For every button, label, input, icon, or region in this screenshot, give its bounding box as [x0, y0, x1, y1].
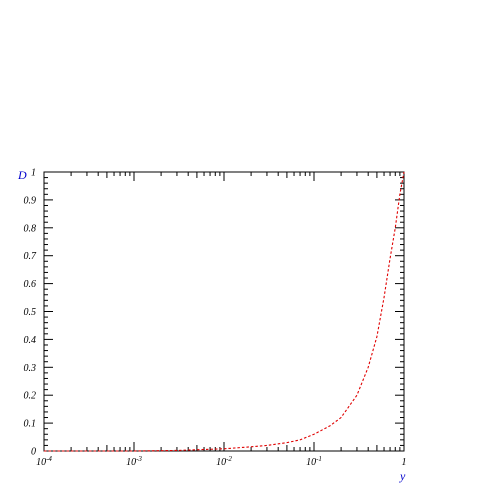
x-tick-label: 10-1	[306, 455, 322, 468]
x-tick-label: 10-4	[36, 455, 52, 468]
y-tick-label: 0.8	[24, 223, 37, 234]
x-tick-label: 10-3	[126, 455, 142, 468]
y-tick-label: 0.7	[24, 251, 38, 262]
y-tick-label: 0.4	[24, 335, 37, 346]
y-tick-label: 0.2	[24, 391, 37, 402]
y-tick-label: 0.9	[24, 195, 37, 206]
x-axis-title: y	[399, 469, 406, 483]
x-tick-label: 10-2	[216, 455, 232, 468]
axis-ticks	[43, 171, 404, 452]
y-tick-label: 1	[31, 168, 36, 179]
y-tick-label: 0.1	[24, 419, 37, 430]
series-group	[44, 171, 405, 452]
y-tick-labels: 0 0.1 0.2 0.3 0.4 0.5 0.6 0.7 0.8 0.9 1	[24, 168, 38, 458]
y-tick-label: 0.6	[24, 279, 37, 290]
y-tick-label: 0	[31, 447, 36, 458]
y-tick-label: 0.3	[24, 363, 37, 374]
x-tick-label: 1	[402, 457, 407, 468]
x-tick-labels: 10-4 10-3 10-2 10-1 1	[36, 455, 406, 468]
y-axis-title: D	[17, 168, 27, 182]
plot-frame	[43, 171, 405, 452]
series-line-0	[44, 171, 405, 452]
y-tick-label: 0.5	[24, 307, 37, 318]
